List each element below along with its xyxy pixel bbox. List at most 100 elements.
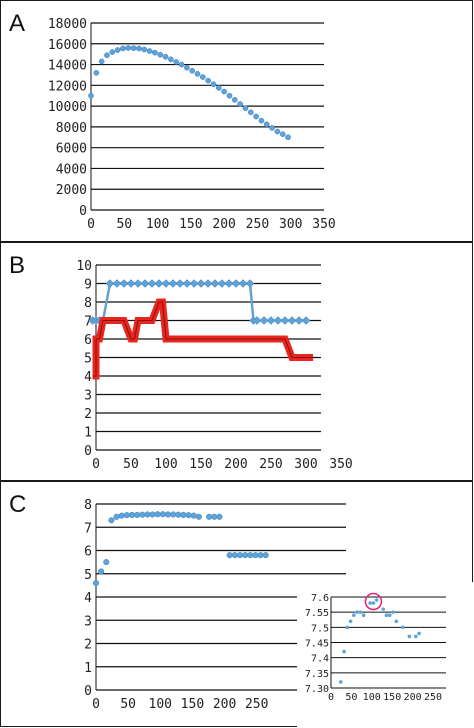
data-point-a-5 bbox=[114, 47, 121, 53]
inset-x-tick-label-3: 150 bbox=[383, 692, 401, 703]
data-point-a-26 bbox=[226, 92, 233, 99]
y-tick-label-a-9: 18000 bbox=[48, 17, 87, 32]
data-point-c-11 bbox=[149, 511, 156, 518]
y-tick-label-a-8: 16000 bbox=[48, 38, 87, 53]
data-point-a-13 bbox=[157, 51, 164, 58]
data-point-a-11 bbox=[146, 48, 153, 54]
data-point-a-20 bbox=[194, 71, 201, 77]
data-point-c-4 bbox=[113, 513, 120, 520]
data-point-a-31 bbox=[253, 113, 259, 120]
y-tick-label-b-1: 1 bbox=[84, 426, 92, 441]
marker-b-0-12 bbox=[161, 279, 171, 288]
inset-point-1 bbox=[342, 649, 346, 654]
x-tick-label-a-5: 250 bbox=[246, 217, 269, 232]
y-tick-label-b-9: 9 bbox=[84, 278, 92, 293]
data-point-a-15 bbox=[168, 56, 174, 63]
inset-point-19 bbox=[417, 631, 421, 636]
y-tick-label-c-6: 6 bbox=[84, 545, 92, 560]
x-tick-label-b-4: 200 bbox=[224, 457, 247, 472]
marker-b-0-27 bbox=[259, 316, 269, 325]
data-point-a-14 bbox=[162, 53, 169, 60]
x-tick-label-c-1: 50 bbox=[120, 697, 136, 712]
inset-x-tick-label-0: 0 bbox=[328, 692, 334, 703]
x-tick-label-c-5: 250 bbox=[245, 697, 268, 712]
x-tick-label-a-1: 50 bbox=[116, 217, 132, 232]
data-point-a-2 bbox=[98, 58, 105, 65]
inset-point-11 bbox=[381, 607, 386, 611]
data-point-c-12 bbox=[154, 511, 161, 518]
marker-b-0-31 bbox=[287, 316, 297, 325]
marker-b-0-6 bbox=[119, 279, 129, 288]
inset-point-18 bbox=[414, 634, 418, 639]
y-tick-label-c-0: 0 bbox=[84, 684, 92, 699]
panel-label-c: C bbox=[9, 491, 26, 518]
inset-point-14 bbox=[391, 610, 395, 614]
data-point-a-3 bbox=[104, 52, 110, 59]
y-tick-label-b-5: 5 bbox=[84, 352, 92, 367]
marker-b-0-20 bbox=[217, 279, 227, 288]
data-point-c-10 bbox=[144, 511, 151, 518]
x-tick-label-b-1: 50 bbox=[123, 457, 139, 472]
data-point-c-26 bbox=[236, 552, 244, 559]
marker-b-0-16 bbox=[189, 279, 199, 288]
data-point-a-19 bbox=[189, 67, 196, 74]
inset-point-2 bbox=[345, 625, 350, 630]
data-point-a-4 bbox=[109, 49, 116, 55]
data-point-a-22 bbox=[205, 77, 212, 84]
inset-y-tick-label-3: 7.45 bbox=[305, 639, 329, 650]
marker-b-0-24 bbox=[245, 279, 255, 288]
marker-b-0-33 bbox=[301, 316, 311, 325]
inset-y-tick-label-5: 7.55 bbox=[305, 608, 329, 619]
inset-x-tick-label-5: 250 bbox=[424, 692, 442, 703]
data-point-c-5 bbox=[118, 512, 125, 519]
inset-y-tick-label-2: 7.4 bbox=[311, 654, 329, 665]
data-point-c-0 bbox=[92, 580, 100, 587]
series-edge-b-1 bbox=[92, 301, 313, 377]
inset-point-9 bbox=[371, 601, 376, 605]
inset-point-10 bbox=[374, 598, 379, 602]
marker-b-0-7 bbox=[126, 279, 136, 288]
data-point-a-18 bbox=[184, 64, 190, 71]
marker-b-0-18 bbox=[203, 279, 213, 288]
data-point-c-17 bbox=[180, 511, 187, 518]
inset-y-tick-label-1: 7.35 bbox=[305, 669, 329, 680]
x-tick-label-a-6: 300 bbox=[279, 217, 302, 232]
panel-a: A 0 2000 4000 6000 8000 10000 12000 14000 16000 1… bbox=[0, 0, 473, 242]
data-point-a-30 bbox=[247, 109, 254, 116]
data-point-a-35 bbox=[274, 128, 281, 135]
data-point-a-23 bbox=[210, 81, 217, 88]
marker-b-0-26 bbox=[252, 316, 262, 325]
x-tick-label-a-3: 150 bbox=[179, 217, 202, 232]
data-point-a-25 bbox=[221, 88, 227, 95]
data-point-c-14 bbox=[164, 511, 172, 518]
x-tick-label-a-2: 100 bbox=[146, 217, 169, 232]
y-tick-label-a-6: 12000 bbox=[48, 79, 87, 94]
data-point-c-28 bbox=[247, 552, 254, 559]
marker-b-0-14 bbox=[175, 279, 185, 288]
inset-point-12 bbox=[384, 613, 389, 617]
data-point-a-9 bbox=[136, 45, 142, 52]
data-point-c-30 bbox=[257, 552, 264, 559]
data-point-a-34 bbox=[269, 125, 275, 131]
data-point-c-16 bbox=[175, 511, 182, 518]
data-point-c-19 bbox=[190, 512, 197, 519]
data-point-c-13 bbox=[159, 511, 166, 518]
data-point-c-2 bbox=[103, 559, 110, 566]
y-tick-label-a-3: 6000 bbox=[56, 142, 87, 157]
y-tick-label-c-5: 5 bbox=[84, 568, 92, 583]
x-tick-label-a-7: 350 bbox=[312, 217, 335, 232]
data-point-a-6 bbox=[120, 45, 126, 52]
marker-b-0-22 bbox=[231, 279, 241, 288]
inset-point-3 bbox=[348, 619, 353, 624]
y-tick-label-b-6: 6 bbox=[84, 333, 92, 348]
marker-b-0-10 bbox=[147, 279, 157, 288]
data-point-a-33 bbox=[263, 121, 270, 128]
marker-b-0-30 bbox=[280, 316, 290, 325]
data-point-a-21 bbox=[199, 74, 206, 80]
y-tick-label-c-7: 7 bbox=[84, 521, 92, 536]
marker-b-0-21 bbox=[224, 279, 234, 288]
y-tick-label-c-1: 1 bbox=[84, 661, 92, 676]
x-tick-label-b-3: 150 bbox=[189, 457, 212, 472]
